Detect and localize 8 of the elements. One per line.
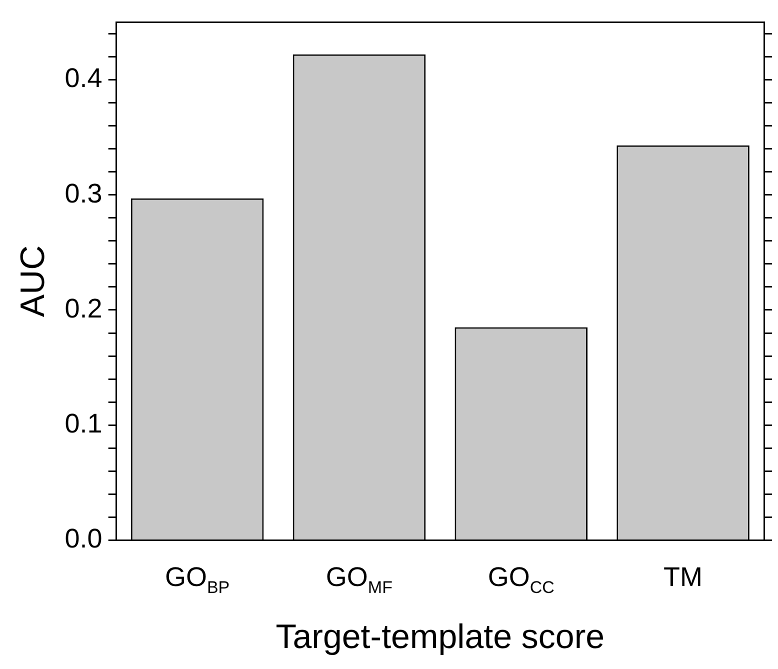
y-axis-title: AUC — [14, 245, 52, 318]
x-axis-title: Target-template score — [276, 618, 605, 656]
y-tick-label: 0.0 — [64, 524, 102, 554]
y-tick-label: 0.3 — [64, 178, 102, 208]
y-tick-label: 0.4 — [64, 63, 102, 94]
y-tick-label: 0.1 — [64, 408, 102, 439]
x-tick-label: TM — [664, 562, 703, 592]
y-tick-label: 0.2 — [64, 293, 102, 324]
